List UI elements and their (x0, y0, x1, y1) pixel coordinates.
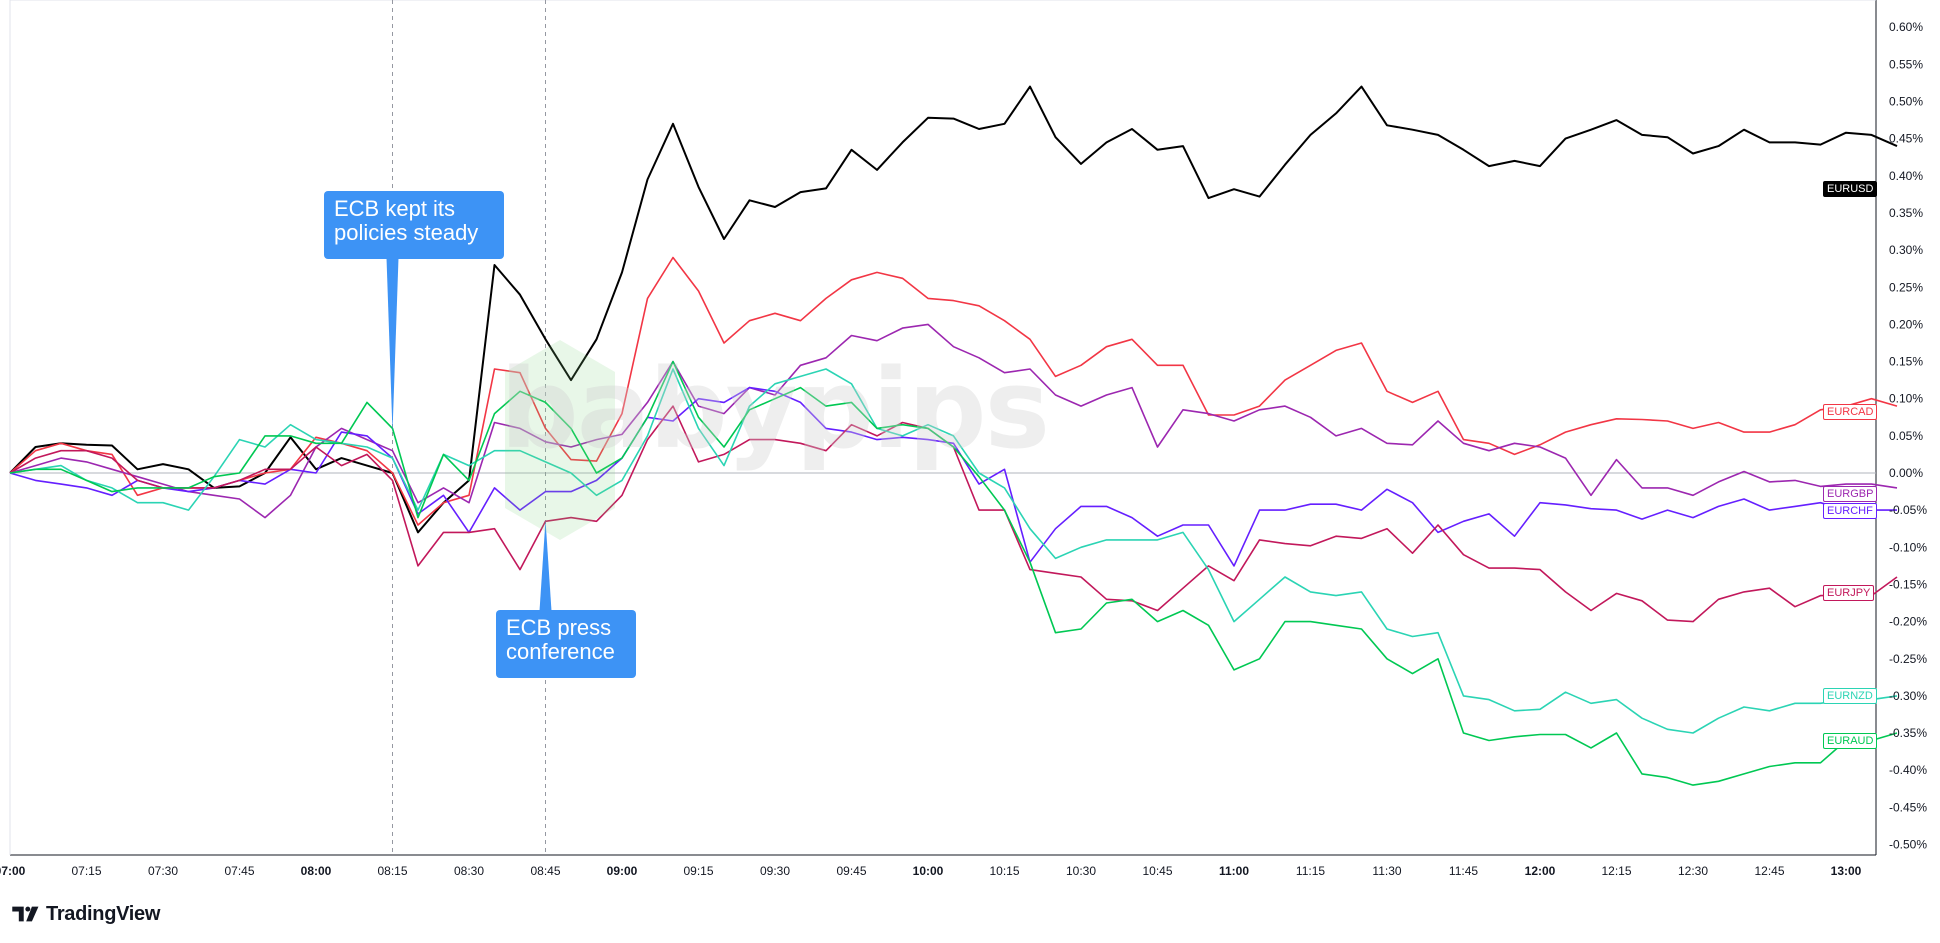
y-tick-label: -0.30% (1889, 689, 1927, 703)
y-tick-label: -0.05% (1889, 503, 1927, 517)
series-label-eurusd: EURUSD (1823, 181, 1878, 197)
y-tick-label: -0.40% (1889, 763, 1927, 777)
y-tick-label: 0.35% (1889, 206, 1923, 220)
x-tick-label: 13:00 (1831, 864, 1862, 878)
y-tick-label: 0.15% (1889, 355, 1923, 369)
x-tick-label: 10:00 (913, 864, 944, 878)
annotation-press-conference: ECB press conference (496, 610, 636, 678)
series-label-eurcad: EURCAD (1823, 404, 1878, 420)
y-tick-label: -0.15% (1889, 577, 1927, 591)
x-tick-label: 11:30 (1372, 864, 1401, 878)
annotation-press-pointer (539, 520, 552, 611)
annotation-policy: ECB kept its policies steady (324, 191, 504, 259)
x-tick-label: 07:30 (148, 864, 178, 878)
annotation-pointers (386, 258, 552, 611)
x-tick-label: 08:00 (301, 864, 332, 878)
series-line-eurcad (9, 256, 1898, 526)
y-tick-label: -0.50% (1889, 838, 1927, 852)
x-tick-label: 12:45 (1754, 864, 1784, 878)
series-label-eurchf: EURCHF (1823, 503, 1877, 519)
x-tick-label: 09:00 (607, 864, 638, 878)
annotation-policy-pointer (386, 258, 399, 432)
series-line-euraud (9, 360, 1898, 786)
y-tick-label: -0.35% (1889, 726, 1927, 740)
brand: TradingView (12, 903, 160, 925)
watermark-logo-icon (505, 340, 615, 540)
y-tick-label: 0.45% (1889, 132, 1923, 146)
x-tick-label: 12:00 (1525, 864, 1556, 878)
y-tick-label: -0.45% (1889, 800, 1927, 814)
x-tick-label: 09:15 (683, 864, 713, 878)
x-tick-label: 10:45 (1142, 864, 1172, 878)
y-tick-label: 0.30% (1889, 243, 1923, 257)
axes (9, 0, 1877, 856)
y-tick-label: 0.60% (1889, 20, 1923, 34)
x-tick-label: 08:15 (377, 864, 407, 878)
y-tick-label: 0.10% (1889, 392, 1923, 406)
x-tick-label: 07:00 (0, 864, 26, 878)
brand-name: TradingView (46, 902, 161, 925)
x-tick-label: 11:15 (1296, 864, 1325, 878)
x-axis-ticks: 07:00 07:15 07:30 07:45 08:00 08:15 08:30 08:45… (0, 864, 1862, 878)
y-tick-label: 0.50% (1889, 95, 1923, 109)
x-tick-label: 11:45 (1449, 864, 1478, 878)
y-tick-label: 0.00% (1889, 466, 1923, 480)
series-label-eurnzd: EURNZD (1823, 688, 1877, 704)
x-tick-label: 07:15 (71, 864, 101, 878)
x-tick-label: 08:45 (530, 864, 560, 878)
y-tick-label: 0.55% (1889, 57, 1923, 71)
x-tick-label: 07:45 (224, 864, 254, 878)
x-tick-label: 09:30 (760, 864, 790, 878)
series-line-eurchf (9, 386, 1897, 567)
y-tick-label: 0.40% (1889, 169, 1923, 183)
x-tick-label: 12:15 (1601, 864, 1631, 878)
tradingview-logo-icon (12, 906, 39, 922)
series-label-eurjpy: EURJPY (1823, 585, 1875, 601)
y-axis-ticks: 0.60% 0.55% 0.50% 0.45% 0.40% 0.35% 0.30% 0.25%… (1889, 20, 1927, 851)
series-label-euraud: EURAUD (1823, 733, 1878, 749)
series-lines (9, 85, 1898, 786)
x-tick-label: 10:30 (1066, 864, 1096, 878)
y-tick-label: 0.05% (1889, 429, 1923, 443)
y-tick-label: -0.10% (1889, 540, 1927, 554)
x-tick-label: 09:45 (836, 864, 866, 878)
y-tick-label: 0.25% (1889, 280, 1923, 294)
watermark-text: babypips (500, 345, 1050, 473)
series-line-eurusd (9, 85, 1898, 534)
x-tick-label: 12:30 (1678, 864, 1708, 878)
series-label-eurgbp: EURGBP (1823, 486, 1878, 502)
y-tick-label: -0.20% (1889, 615, 1927, 629)
y-tick-label: -0.25% (1889, 652, 1927, 666)
series-line-eurnzd (9, 368, 1898, 734)
x-tick-label: 11:00 (1219, 864, 1249, 878)
y-tick-label: 0.20% (1889, 317, 1923, 331)
x-tick-label: 10:15 (989, 864, 1019, 878)
x-tick-label: 08:30 (454, 864, 484, 878)
